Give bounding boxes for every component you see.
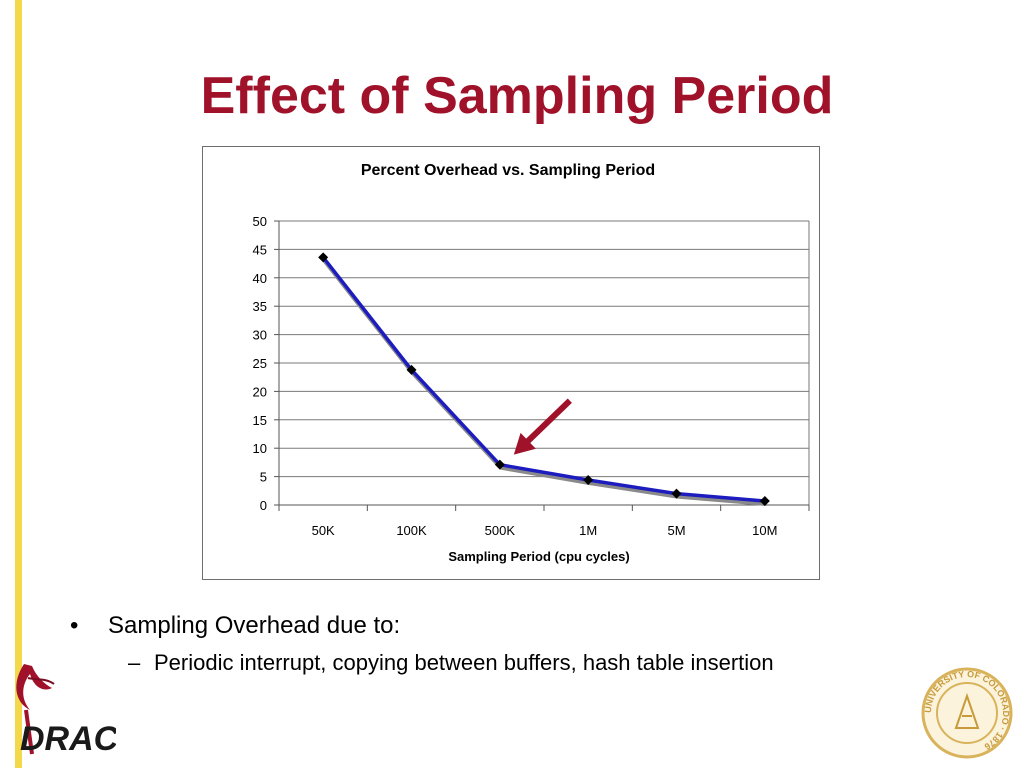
y-tick-label: 10 <box>253 441 267 456</box>
chart-frame: Percent Overhead vs. Sampling Period 0 5 1… <box>202 146 820 580</box>
x-tick-label: 10M <box>752 523 777 538</box>
y-tick-label: 45 <box>253 242 267 257</box>
y-tick-label: 15 <box>253 413 267 428</box>
y-tick-label: 40 <box>253 271 267 286</box>
series-shadow <box>322 259 766 507</box>
data-markers <box>318 252 770 507</box>
sub-bullet-item: – Periodic interrupt, copying between buf… <box>128 650 928 676</box>
data-point <box>759 496 770 507</box>
y-tick-label: 35 <box>253 299 267 314</box>
y-tick-label: 25 <box>253 356 267 371</box>
axes: 0 5 10 15 20 25 30 35 40 45 50 50K 100K 500K 1M 5M 10M <box>253 214 810 538</box>
bullet-text: Sampling Overhead due to: <box>108 612 401 639</box>
x-tick-label: 500K <box>485 523 516 538</box>
x-tick-label: 1M <box>579 523 597 538</box>
sub-bullet-dash: – <box>128 650 141 675</box>
logo-text: DRACO <box>20 720 116 758</box>
grid-lines <box>279 220 809 506</box>
x-axis-title: Sampling Period (cpu cycles) <box>448 549 629 564</box>
data-point <box>494 459 505 470</box>
data-point <box>671 488 682 499</box>
y-tick-label: 5 <box>260 470 267 485</box>
sub-bullet-text: Periodic interrupt, copying between buff… <box>154 650 774 675</box>
page-title: Effect of Sampling Period <box>200 67 834 125</box>
accent-bar <box>15 0 22 768</box>
bullet-dot: • <box>70 612 79 639</box>
line-chart: Percent Overhead vs. Sampling Period 0 5 1… <box>253 162 810 564</box>
data-point <box>318 252 329 263</box>
arrow-shaft <box>521 398 572 448</box>
chart-title: Percent Overhead vs. Sampling Period <box>361 162 655 179</box>
arrow-head <box>513 432 536 455</box>
data-point <box>406 364 417 375</box>
series-lines <box>321 256 766 507</box>
x-tick-label: 5M <box>667 523 685 538</box>
university-seal: UNIVERSITY OF COLORADO · 1876 <box>921 667 1013 759</box>
y-tick-label: 0 <box>260 498 267 513</box>
data-point <box>583 475 594 486</box>
y-tick-label: 30 <box>253 328 267 343</box>
annotation-arrow <box>513 398 572 455</box>
y-tick-label: 50 <box>253 214 267 229</box>
x-tick-label: 50K <box>312 523 335 538</box>
draco-logo: DRACO <box>16 664 116 758</box>
x-tick-label: 100K <box>396 523 427 538</box>
bullet-item: • Sampling Overhead due to: <box>70 612 770 640</box>
series-line <box>321 256 765 503</box>
y-tick-label: 20 <box>253 384 267 399</box>
